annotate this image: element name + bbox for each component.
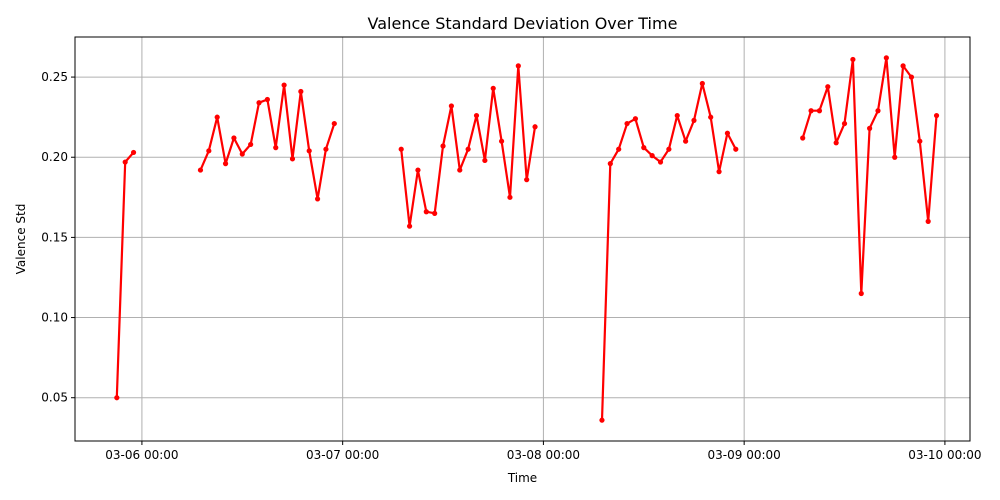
data-point: [933, 112, 940, 119]
data-point: [875, 108, 881, 114]
data-point: [298, 88, 304, 95]
data-point: [398, 146, 404, 152]
data-point: [239, 151, 245, 157]
data-point: [833, 140, 839, 146]
series-line-segment: [801, 56, 938, 295]
data-point: [808, 108, 814, 114]
data-point: [900, 63, 906, 69]
data-point: [457, 167, 463, 173]
data-point: [699, 80, 705, 87]
series-line-segment: [600, 82, 737, 421]
data-point: [231, 135, 237, 141]
data-point: [917, 138, 923, 144]
data-point: [415, 167, 421, 173]
x-tick-label: 03-10 00:00: [908, 448, 981, 462]
data-point: [197, 167, 204, 173]
data-point: [607, 161, 613, 167]
data-point: [733, 146, 739, 152]
data-point: [256, 100, 262, 106]
data-point: [214, 114, 220, 120]
data-point: [666, 146, 672, 152]
data-point: [708, 114, 714, 120]
data-point: [473, 112, 480, 119]
data-point: [130, 149, 137, 156]
y-tick-label: 0.15: [41, 230, 68, 244]
y-tick-label: 0.20: [41, 150, 68, 164]
y-tick-label: 0.10: [41, 311, 68, 325]
data-point: [289, 156, 296, 162]
data-point: [641, 145, 647, 151]
y-axis-label: Valence Std: [14, 204, 28, 275]
data-point: [800, 135, 806, 141]
data-point: [858, 290, 864, 297]
data-point: [248, 141, 254, 148]
x-axis: 03-06 00:00 03-07 00:00 03-08 00:00 03-09 0…: [105, 441, 982, 462]
data-point: [674, 112, 680, 119]
data-point: [264, 96, 270, 103]
data-point: [482, 157, 488, 164]
y-tick-label: 0.25: [41, 70, 68, 84]
data-point: [498, 138, 505, 144]
data-point: [908, 74, 915, 80]
data-point: [448, 103, 455, 109]
x-tick-label: 03-08 00:00: [507, 448, 580, 462]
data-point: [657, 159, 664, 165]
data-point: [850, 56, 856, 63]
data-point: [490, 85, 496, 91]
data-point: [825, 84, 831, 90]
series-valence-std: [114, 55, 940, 423]
data-point: [716, 169, 722, 175]
data-point: [406, 223, 413, 229]
data-point: [515, 63, 521, 69]
data-point: [867, 125, 873, 131]
data-point: [925, 218, 931, 224]
data-point: [524, 177, 530, 183]
data-point: [683, 138, 689, 144]
data-point: [222, 161, 229, 167]
series-line-segment: [199, 83, 336, 200]
grid: [75, 37, 970, 441]
series-line-segment: [400, 64, 537, 228]
data-point: [423, 209, 429, 215]
data-point: [114, 395, 120, 401]
data-point: [465, 146, 471, 152]
data-point: [816, 108, 823, 114]
data-point: [649, 153, 655, 159]
data-point: [273, 145, 279, 151]
series-line-segment: [115, 151, 135, 398]
data-point: [314, 196, 321, 202]
x-tick-label: 03-09 00:00: [708, 448, 781, 462]
y-tick-label: 0.05: [41, 391, 68, 405]
data-point: [841, 120, 848, 127]
data-point: [507, 194, 513, 200]
data-point: [624, 120, 630, 127]
x-tick-label: 03-06 00:00: [105, 448, 178, 462]
data-point: [323, 146, 329, 152]
data-point: [599, 417, 605, 423]
data-point: [440, 143, 446, 149]
chart-title: Valence Standard Deviation Over Time: [368, 14, 678, 33]
data-point: [892, 154, 898, 160]
data-point: [306, 148, 312, 154]
data-point: [432, 210, 438, 216]
data-point: [616, 146, 622, 152]
data-point: [724, 130, 731, 136]
data-point: [883, 55, 889, 61]
data-point: [122, 159, 128, 165]
data-point: [331, 120, 337, 127]
y-axis: 0.05 0.10 0.15 0.20 0.25: [41, 70, 75, 405]
data-point: [206, 148, 212, 154]
data-point: [532, 124, 538, 130]
data-point: [691, 117, 697, 123]
x-tick-label: 03-07 00:00: [306, 448, 379, 462]
data-point: [632, 116, 639, 122]
data-point: [281, 82, 287, 88]
plot-frame: [74, 36, 971, 442]
x-axis-label: Time: [507, 471, 537, 485]
